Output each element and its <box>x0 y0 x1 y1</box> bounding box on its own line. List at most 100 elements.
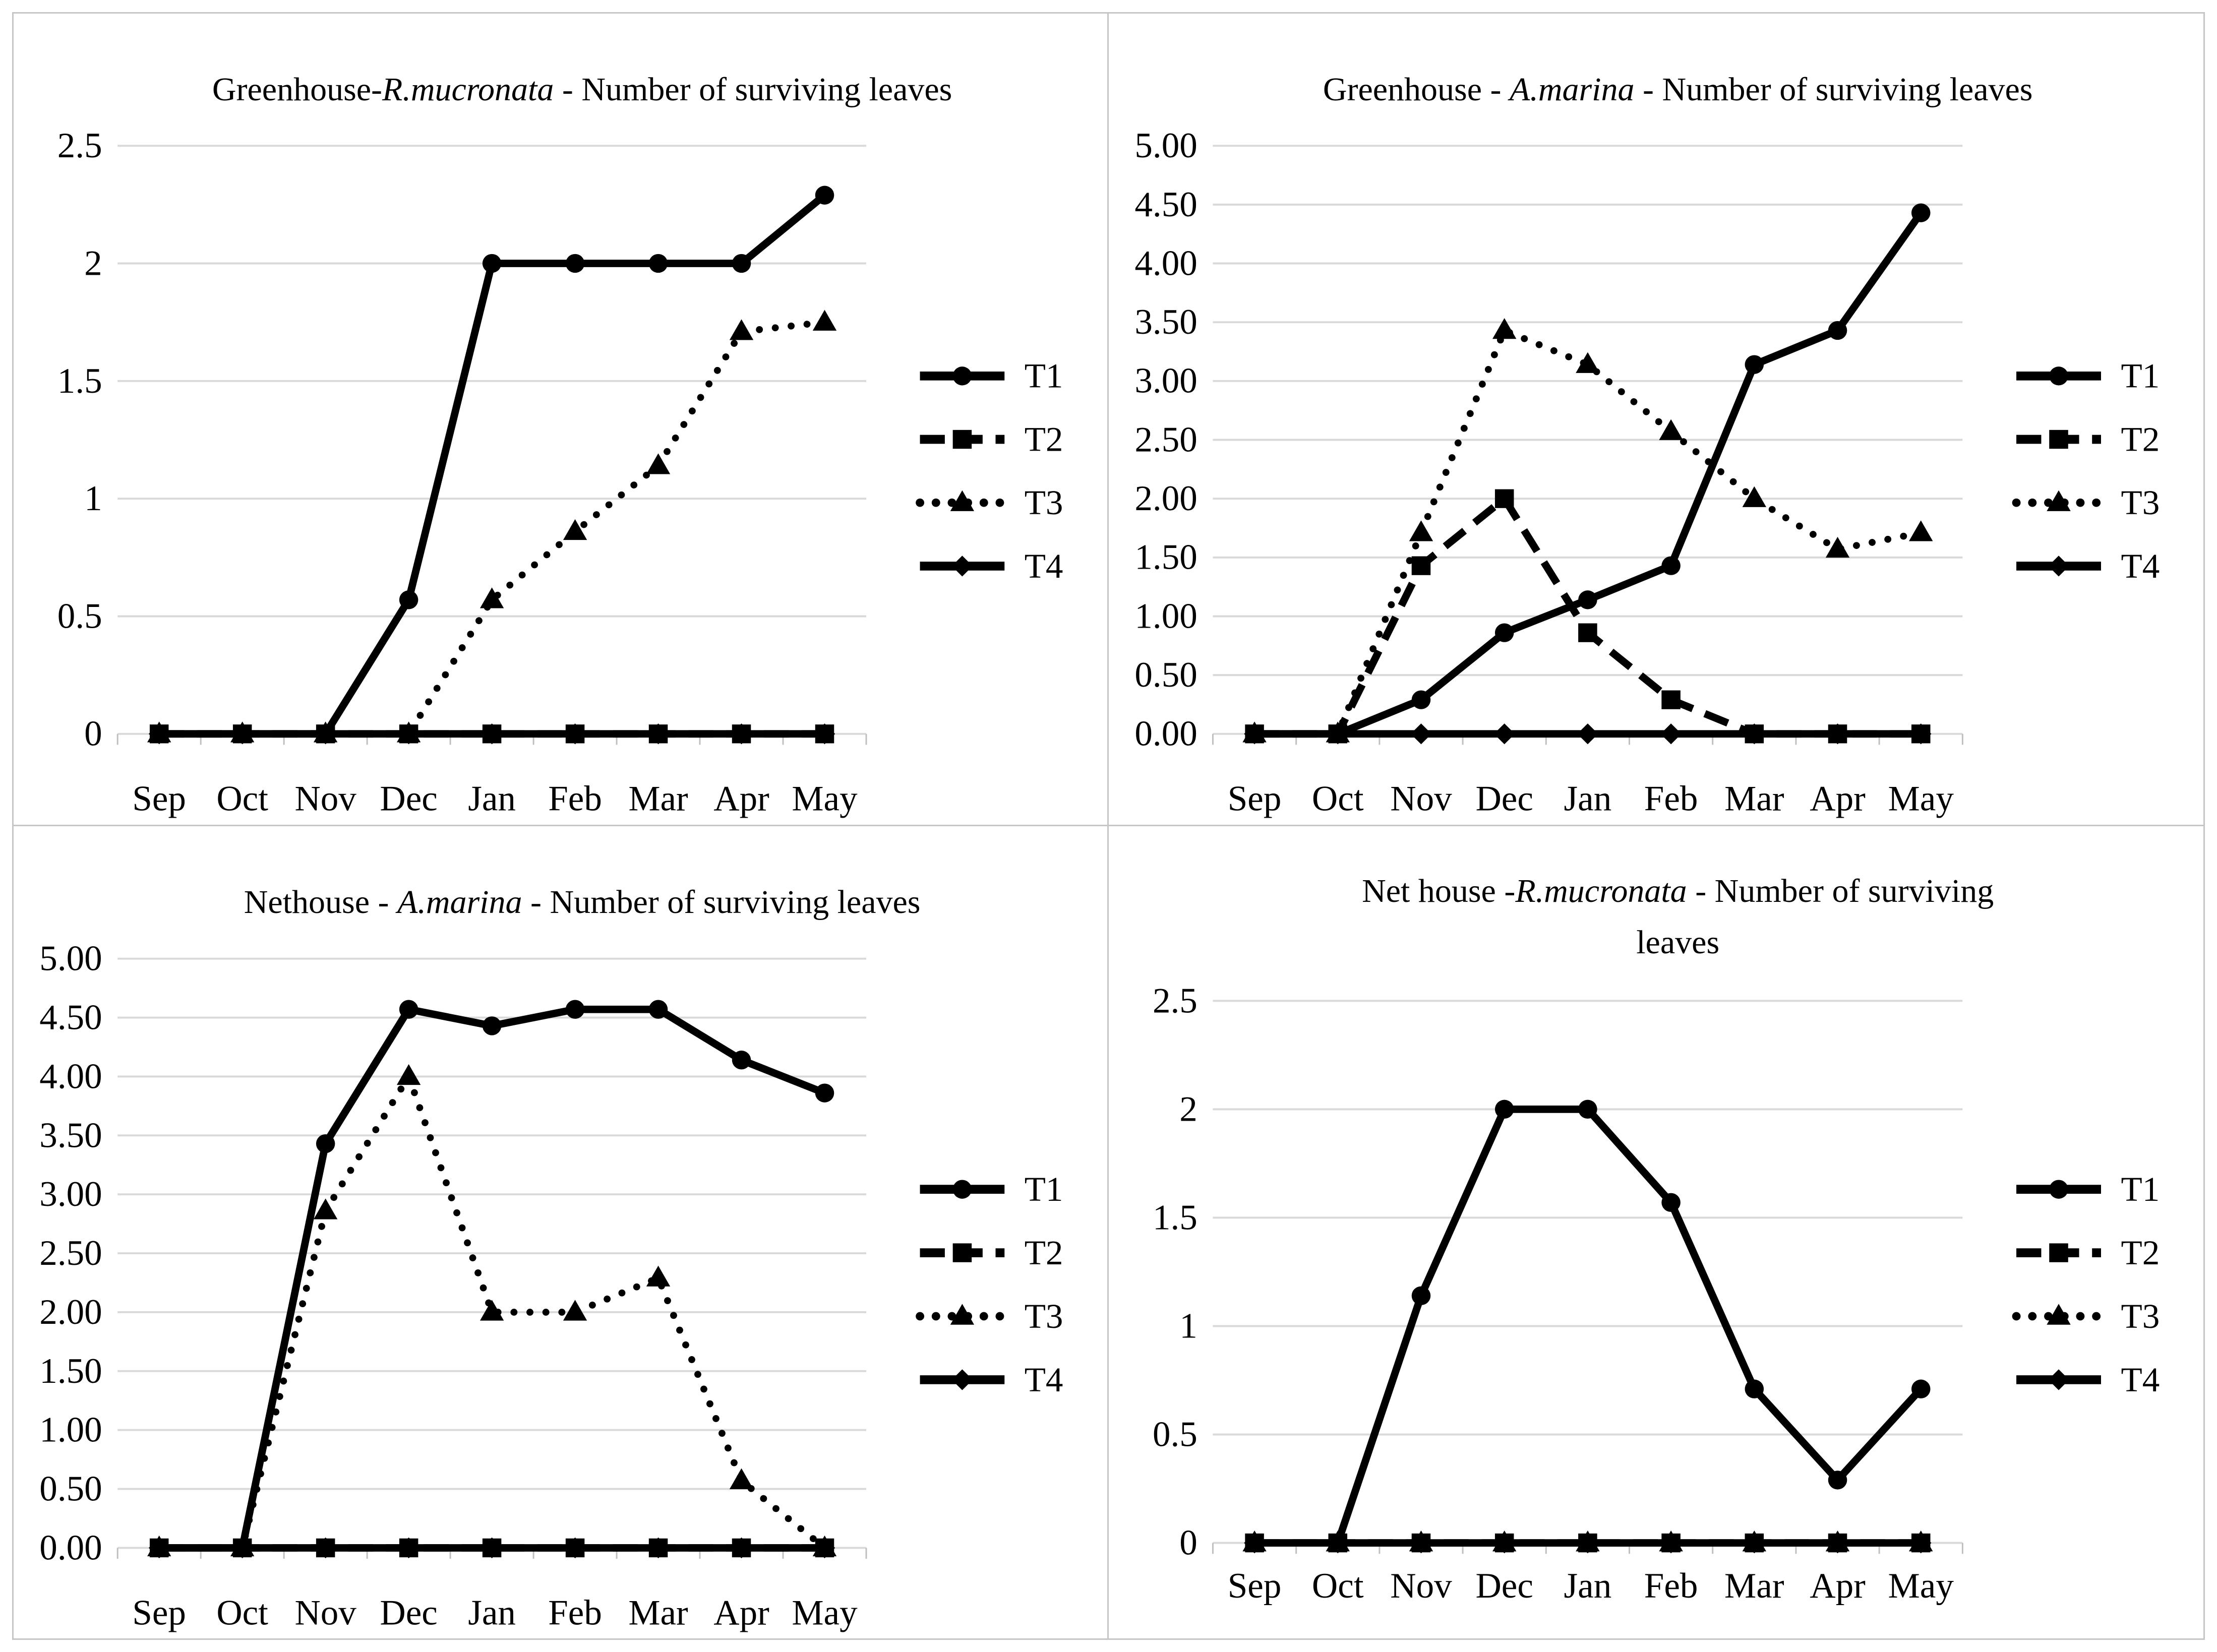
svg-text:Nov: Nov <box>294 1593 356 1632</box>
svg-text:Mar: Mar <box>1724 779 1784 819</box>
svg-text:Jan: Jan <box>468 779 516 819</box>
line-chart-svg: 0 0.5 1 1.5 2 2.5 Sep Oct Nov Dec Jan Feb Mar Apr May T… <box>57 126 1063 819</box>
svg-text:3.50: 3.50 <box>1134 302 1197 342</box>
svg-text:0: 0 <box>84 714 102 754</box>
svg-text:T2: T2 <box>2121 1234 2160 1272</box>
title-text: - Number of surviving leaves <box>554 71 952 108</box>
title-text: Greenhouse - <box>1323 71 1510 108</box>
svg-text:Sep: Sep <box>1227 1566 1281 1606</box>
svg-text:Feb: Feb <box>1644 1566 1698 1606</box>
svg-text:Sep: Sep <box>132 779 186 819</box>
svg-text:3.00: 3.00 <box>39 1175 102 1214</box>
svg-text:Dec: Dec <box>1475 779 1533 819</box>
svg-text:1.5: 1.5 <box>57 361 102 401</box>
svg-text:T4: T4 <box>1025 547 1063 585</box>
svg-text:T4: T4 <box>2121 1361 2160 1399</box>
species-name: R.mucronata <box>1515 872 1687 909</box>
svg-text:Mar: Mar <box>1724 1566 1784 1606</box>
chart-panel-greenhouse-rmucronata: Greenhouse-R.mucronata - Number of survi… <box>14 14 1109 826</box>
svg-text:T3: T3 <box>2121 483 2160 522</box>
svg-text:1.5: 1.5 <box>1152 1198 1197 1237</box>
svg-text:0.50: 0.50 <box>39 1469 102 1508</box>
chart-panel-nethouse-amarina: Nethouse - A.marina - Number of survivin… <box>14 826 1109 1638</box>
chart-title: Greenhouse-R.mucronata - Number of survi… <box>35 64 1107 115</box>
svg-text:May: May <box>1888 1566 1954 1606</box>
svg-text:4.50: 4.50 <box>1134 185 1197 224</box>
chart-title: Net house -R.mucronata - Number of survi… <box>1130 866 2203 969</box>
title-text: Net house - <box>1362 872 1516 909</box>
svg-text:May: May <box>792 1593 858 1632</box>
chart-panel-nethouse-rmucronata: Net house -R.mucronata - Number of survi… <box>1108 826 2203 1638</box>
svg-text:2.50: 2.50 <box>1134 420 1197 460</box>
svg-text:2.00: 2.00 <box>39 1293 102 1332</box>
svg-text:0.50: 0.50 <box>1134 655 1197 695</box>
svg-text:Oct: Oct <box>1311 779 1363 819</box>
svg-text:4.50: 4.50 <box>39 998 102 1037</box>
svg-text:Mar: Mar <box>628 779 688 819</box>
svg-text:Sep: Sep <box>132 1593 186 1632</box>
svg-text:Sep: Sep <box>1227 779 1281 819</box>
svg-text:0.5: 0.5 <box>1152 1415 1197 1454</box>
svg-text:1: 1 <box>84 479 102 518</box>
svg-text:1.00: 1.00 <box>39 1410 102 1449</box>
svg-text:Oct: Oct <box>216 1593 268 1632</box>
svg-text:Jan: Jan <box>1564 779 1611 819</box>
svg-text:Dec: Dec <box>380 1593 437 1632</box>
title-line2: leaves <box>1636 924 1720 961</box>
line-chart-svg: 0.00 0.50 1.00 1.50 2.00 2.50 3.00 3.50 4.00 4.50… <box>1134 126 2160 819</box>
svg-text:T1: T1 <box>2121 1170 2160 1208</box>
svg-text:2.00: 2.00 <box>1134 479 1197 518</box>
svg-text:Jan: Jan <box>468 1593 516 1632</box>
title-text: Greenhouse- <box>212 71 383 108</box>
svg-text:0.00: 0.00 <box>39 1528 102 1567</box>
svg-text:May: May <box>792 779 858 819</box>
svg-text:0.00: 0.00 <box>1134 714 1197 754</box>
svg-text:1: 1 <box>1179 1306 1197 1345</box>
svg-text:May: May <box>1888 779 1954 819</box>
svg-text:1.00: 1.00 <box>1134 597 1197 636</box>
svg-text:T1: T1 <box>1025 357 1063 395</box>
species-name: A.marina <box>1510 71 1635 108</box>
svg-text:Apr: Apr <box>713 1593 769 1632</box>
svg-text:T2: T2 <box>1025 420 1063 459</box>
svg-text:T2: T2 <box>1025 1234 1063 1272</box>
svg-text:Apr: Apr <box>1810 779 1866 819</box>
svg-text:1.50: 1.50 <box>39 1351 102 1390</box>
svg-text:0: 0 <box>1179 1523 1197 1562</box>
svg-text:Dec: Dec <box>380 779 437 819</box>
title-text: - Number of surviving <box>1687 872 1994 909</box>
line-chart-svg: 0.00 0.50 1.00 1.50 2.00 2.50 3.00 3.50 4.00 4.50… <box>39 939 1063 1632</box>
svg-text:Nov: Nov <box>1390 1566 1452 1606</box>
svg-text:Nov: Nov <box>1390 779 1452 819</box>
svg-text:T1: T1 <box>1025 1170 1063 1208</box>
svg-text:Oct: Oct <box>216 779 268 819</box>
svg-text:Feb: Feb <box>548 1593 602 1632</box>
svg-text:2.5: 2.5 <box>1152 981 1197 1020</box>
title-text: Nethouse - <box>244 883 397 921</box>
svg-text:1.50: 1.50 <box>1134 538 1197 577</box>
svg-text:2.5: 2.5 <box>57 126 102 165</box>
svg-text:Apr: Apr <box>1810 1566 1866 1606</box>
svg-text:2: 2 <box>84 244 102 283</box>
svg-text:3.00: 3.00 <box>1134 361 1197 401</box>
svg-text:T3: T3 <box>1025 1297 1063 1335</box>
svg-text:5.00: 5.00 <box>1134 126 1197 165</box>
svg-text:2.50: 2.50 <box>39 1234 102 1273</box>
svg-text:T2: T2 <box>2121 420 2160 459</box>
svg-text:2: 2 <box>1179 1089 1197 1129</box>
svg-text:Apr: Apr <box>713 779 769 819</box>
svg-text:T1: T1 <box>2121 357 2160 395</box>
chart-title: Greenhouse - A.marina - Number of surviv… <box>1130 64 2203 115</box>
line-chart-svg: 0 0.5 1 1.5 2 2.5 Sep Oct Nov Dec Jan Feb Mar Apr May T… <box>1152 981 2160 1606</box>
svg-text:Feb: Feb <box>548 779 602 819</box>
figure-grid: Greenhouse- R.mucronata - Number of survi… <box>12 12 2205 1640</box>
svg-text:Nov: Nov <box>294 779 356 819</box>
title-text: - Number of surviving leaves <box>522 883 921 921</box>
svg-text:0.5: 0.5 <box>57 597 102 636</box>
svg-text:T3: T3 <box>2121 1297 2160 1335</box>
svg-text:4.00: 4.00 <box>39 1057 102 1096</box>
svg-text:T3: T3 <box>1025 483 1063 522</box>
svg-text:4.00: 4.00 <box>1134 244 1197 283</box>
svg-text:Feb: Feb <box>1644 779 1698 819</box>
